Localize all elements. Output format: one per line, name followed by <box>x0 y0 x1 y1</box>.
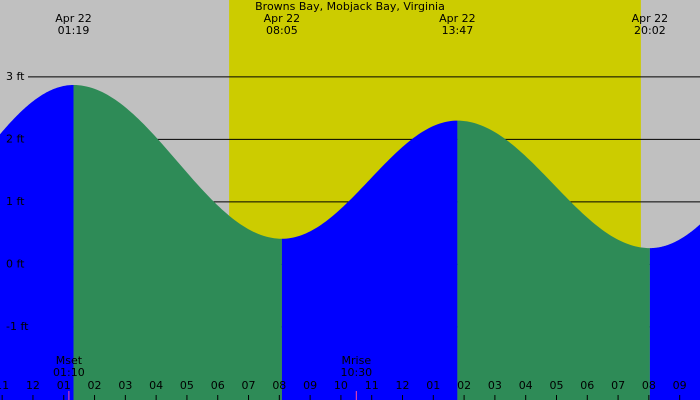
x-tick-label: 04 <box>149 379 163 392</box>
x-tick-label: 04 <box>519 379 533 392</box>
falling-tide <box>73 85 282 400</box>
x-tick-label: 07 <box>242 379 256 392</box>
moon-time: 10:30 <box>340 366 372 379</box>
x-tick-label: 03 <box>118 379 132 392</box>
x-tick-label: 11 <box>0 379 9 392</box>
x-tick-label: 11 <box>365 379 379 392</box>
y-tick-label: 3 ft <box>6 70 25 83</box>
x-tick-label: 03 <box>488 379 502 392</box>
falling-tide <box>457 120 650 400</box>
x-tick-label: 09 <box>303 379 317 392</box>
x-tick-label: 05 <box>549 379 563 392</box>
extreme-time: 13:47 <box>442 24 474 37</box>
y-tick-label: -1 ft <box>6 320 29 333</box>
extreme-date: Apr 22 <box>632 12 669 25</box>
chart-title: Browns Bay, Mobjack Bay, Virginia <box>255 0 445 13</box>
x-tick-label: 08 <box>642 379 656 392</box>
extreme-date: Apr 22 <box>439 12 476 25</box>
moon-time: 01:10 <box>53 366 85 379</box>
x-tick-label: 02 <box>88 379 102 392</box>
y-tick-label: 1 ft <box>6 195 25 208</box>
x-tick-label: 12 <box>26 379 40 392</box>
x-tick-label: 05 <box>180 379 194 392</box>
extreme-time: 20:02 <box>634 24 666 37</box>
y-tick-label: 0 ft <box>6 257 25 270</box>
x-tick-label: 12 <box>396 379 410 392</box>
rising-tide <box>281 120 458 400</box>
extreme-time: 01:19 <box>58 24 90 37</box>
extreme-date: Apr 22 <box>55 12 92 25</box>
x-tick-label: 09 <box>673 379 687 392</box>
x-tick-label: 06 <box>211 379 225 392</box>
extreme-date: Apr 22 <box>264 12 301 25</box>
x-tick-label: 08 <box>272 379 286 392</box>
moon-event: Mset <box>56 354 83 367</box>
extreme-time: 08:05 <box>266 24 298 37</box>
moon-event: Mrise <box>342 354 372 367</box>
x-tick-label: 02 <box>457 379 471 392</box>
y-tick-label: 2 ft <box>6 132 25 145</box>
x-tick-label: 07 <box>611 379 625 392</box>
rising-tide <box>649 224 700 400</box>
x-tick-label: 01 <box>57 379 71 392</box>
x-tick-label: 01 <box>426 379 440 392</box>
x-tick-label: 10 <box>334 379 348 392</box>
rising-tide <box>0 85 74 400</box>
x-tick-label: 06 <box>580 379 594 392</box>
